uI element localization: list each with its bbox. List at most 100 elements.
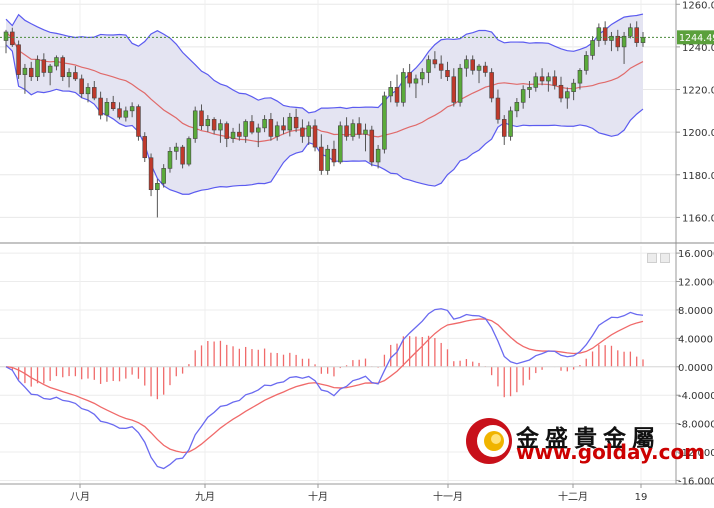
candle-body xyxy=(117,108,122,118)
candle xyxy=(407,63,412,88)
candle-body xyxy=(218,123,223,131)
candle xyxy=(148,153,154,197)
candle-body xyxy=(123,110,129,118)
candle xyxy=(596,23,602,47)
candle xyxy=(199,104,204,131)
candle xyxy=(98,91,103,120)
band-lower-line xyxy=(5,44,644,195)
candle xyxy=(230,127,236,143)
candle xyxy=(35,55,40,81)
candle xyxy=(287,112,293,137)
candle-body xyxy=(476,65,482,71)
candle xyxy=(432,51,438,69)
candle xyxy=(426,55,431,84)
candle-body xyxy=(369,129,375,163)
candle xyxy=(445,61,450,81)
candle xyxy=(268,112,274,141)
x-tick-label: 十月 xyxy=(308,490,328,503)
candle-body xyxy=(66,72,72,78)
candle xyxy=(533,72,539,92)
logo-url: www.golday.com xyxy=(516,440,705,464)
candle xyxy=(394,74,400,107)
indicator-tick-label: -16.0000 xyxy=(678,476,714,487)
candle-body xyxy=(54,57,59,67)
candle-body xyxy=(10,31,15,46)
candle-body xyxy=(590,40,595,56)
candle-body xyxy=(338,125,343,163)
candle-body xyxy=(155,183,160,191)
candle xyxy=(558,76,564,103)
candle xyxy=(640,31,646,47)
candle xyxy=(16,40,21,79)
candle xyxy=(609,31,614,52)
candle-body xyxy=(489,72,494,99)
candle-body xyxy=(533,76,539,88)
candle-body xyxy=(211,119,217,131)
candle xyxy=(281,117,286,135)
candle-body xyxy=(356,123,362,135)
candle-body xyxy=(464,59,469,69)
candle xyxy=(3,29,9,54)
candle-body xyxy=(577,70,583,84)
candle-body xyxy=(287,116,293,131)
candle-body xyxy=(401,72,406,103)
candle-body xyxy=(224,123,229,139)
candle xyxy=(375,144,381,169)
candle xyxy=(155,179,160,218)
candle xyxy=(262,115,267,133)
candle-body xyxy=(394,87,400,103)
candle-body xyxy=(628,27,633,37)
x-tick-label: 十二月 xyxy=(558,490,588,503)
candle xyxy=(104,98,110,122)
candle-body xyxy=(634,27,639,43)
candle xyxy=(401,68,406,107)
candle-body xyxy=(98,97,103,116)
candle xyxy=(489,68,494,103)
indicator-tick-label: 8.0000 xyxy=(678,306,713,317)
candle-body xyxy=(375,148,381,163)
candle-body xyxy=(85,87,91,95)
indicator-tick-label: 0.0000 xyxy=(678,363,713,374)
panel-button-2[interactable] xyxy=(660,253,670,263)
candle xyxy=(369,125,375,167)
candle-body xyxy=(60,57,66,78)
price-tick-label: 1160.0 xyxy=(682,213,714,224)
candle-body xyxy=(293,116,299,129)
x-tick-label: 八月 xyxy=(70,491,90,503)
candle-body xyxy=(274,125,280,137)
candle xyxy=(142,132,148,162)
panel-button-1[interactable] xyxy=(647,253,657,263)
candle xyxy=(161,164,166,188)
indicator-tick-label: 16.0000 xyxy=(678,249,714,260)
candle-body xyxy=(495,97,501,120)
candle-body xyxy=(243,121,248,137)
candle-body xyxy=(306,125,311,137)
candle xyxy=(590,36,595,60)
candle-body xyxy=(552,76,557,86)
candle xyxy=(457,63,463,107)
candle xyxy=(66,68,72,88)
candle-body xyxy=(508,110,513,137)
candle xyxy=(123,106,129,122)
candle xyxy=(256,123,261,148)
candle xyxy=(92,81,97,101)
candle-body xyxy=(281,125,286,131)
candle-body xyxy=(22,67,28,75)
candle xyxy=(41,53,47,77)
candle-body xyxy=(136,106,141,137)
candle-body xyxy=(420,72,425,80)
logo-coin-highlight xyxy=(491,434,501,444)
candle-body xyxy=(602,27,608,41)
candle xyxy=(274,121,280,141)
candle-body xyxy=(312,125,318,148)
candle-body xyxy=(546,76,551,82)
candle-body xyxy=(596,27,602,41)
indicator-tick-label: -4.0000 xyxy=(678,391,714,402)
band-fill xyxy=(6,14,643,195)
candle xyxy=(28,61,34,81)
candle xyxy=(47,63,53,86)
candle xyxy=(350,119,356,141)
candle xyxy=(186,136,192,167)
candle-body xyxy=(180,146,185,165)
